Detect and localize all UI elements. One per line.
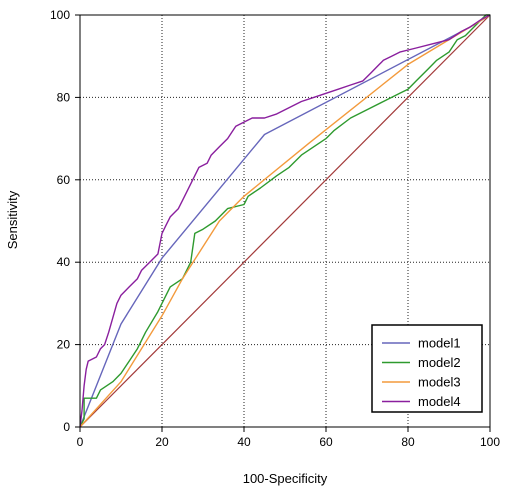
- series-lines: [79, 14, 491, 428]
- x-tick-label: 0: [77, 435, 84, 449]
- y-axis-title: Sensitivity: [5, 190, 20, 249]
- series-line-model3: [79, 14, 491, 428]
- legend-label-model1: model1: [418, 336, 461, 351]
- x-tick-label: 100: [480, 435, 500, 449]
- reference-diagonal: [79, 14, 491, 428]
- grid-lines: [80, 15, 490, 427]
- legend-box: [371, 324, 483, 413]
- legend: model1 model2 model3 model4: [371, 324, 483, 413]
- series-line-model4: [79, 14, 491, 428]
- tick-labels: 0 20 40 60 80 100 0 20 40 60 80 100: [50, 8, 500, 449]
- x-tick-label: 40: [237, 435, 251, 449]
- x-tick-label: 80: [401, 435, 415, 449]
- x-tick-label: 60: [319, 435, 333, 449]
- axis-ticks: [75, 14, 491, 432]
- y-tick-label: 40: [57, 255, 71, 269]
- legend-label-model3: model3: [418, 375, 461, 390]
- y-tick-label: 60: [57, 173, 71, 187]
- y-tick-label: 0: [63, 420, 70, 434]
- legend-label-model4: model4: [418, 394, 461, 409]
- x-tick-label: 20: [155, 435, 169, 449]
- y-tick-label: 80: [57, 90, 71, 104]
- x-axis-title: 100-Specificity: [243, 471, 328, 486]
- y-tick-label: 100: [50, 8, 70, 22]
- plot-frame: [79, 14, 491, 428]
- y-tick-label: 20: [57, 338, 71, 352]
- series-line-model2: [79, 14, 490, 428]
- legend-label-model2: model2: [418, 355, 461, 370]
- reference-line: [79, 14, 491, 428]
